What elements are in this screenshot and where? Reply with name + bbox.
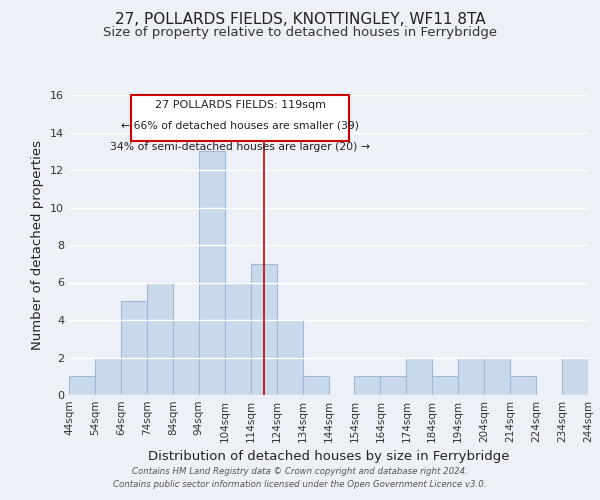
Bar: [95, 358, 121, 395]
Bar: [199, 152, 224, 395]
X-axis label: Distribution of detached houses by size in Ferrybridge: Distribution of detached houses by size …: [148, 450, 509, 464]
Bar: [510, 376, 536, 395]
Text: Size of property relative to detached houses in Ferrybridge: Size of property relative to detached ho…: [103, 26, 497, 39]
Text: 34% of semi-detached houses are larger (20) →: 34% of semi-detached houses are larger (…: [110, 142, 370, 152]
Text: ← 66% of detached houses are smaller (39): ← 66% of detached houses are smaller (39…: [121, 120, 359, 130]
Bar: [484, 358, 510, 395]
Text: Contains HM Land Registry data © Crown copyright and database right 2024.: Contains HM Land Registry data © Crown c…: [132, 467, 468, 476]
Bar: [251, 264, 277, 395]
Bar: [380, 376, 406, 395]
Y-axis label: Number of detached properties: Number of detached properties: [31, 140, 44, 350]
Bar: [147, 282, 173, 395]
Text: 27, POLLARDS FIELDS, KNOTTINGLEY, WF11 8TA: 27, POLLARDS FIELDS, KNOTTINGLEY, WF11 8…: [115, 12, 485, 28]
Bar: [69, 376, 95, 395]
Bar: [224, 282, 251, 395]
Bar: [302, 376, 329, 395]
Bar: [173, 320, 199, 395]
Bar: [121, 301, 147, 395]
Bar: [432, 376, 458, 395]
Text: 27 POLLARDS FIELDS: 119sqm: 27 POLLARDS FIELDS: 119sqm: [155, 100, 326, 110]
Text: Contains public sector information licensed under the Open Government Licence v3: Contains public sector information licen…: [113, 480, 487, 489]
Bar: [406, 358, 432, 395]
Bar: [277, 320, 302, 395]
Bar: [458, 358, 484, 395]
Bar: [562, 358, 588, 395]
FancyBboxPatch shape: [131, 95, 349, 141]
Bar: [355, 376, 380, 395]
